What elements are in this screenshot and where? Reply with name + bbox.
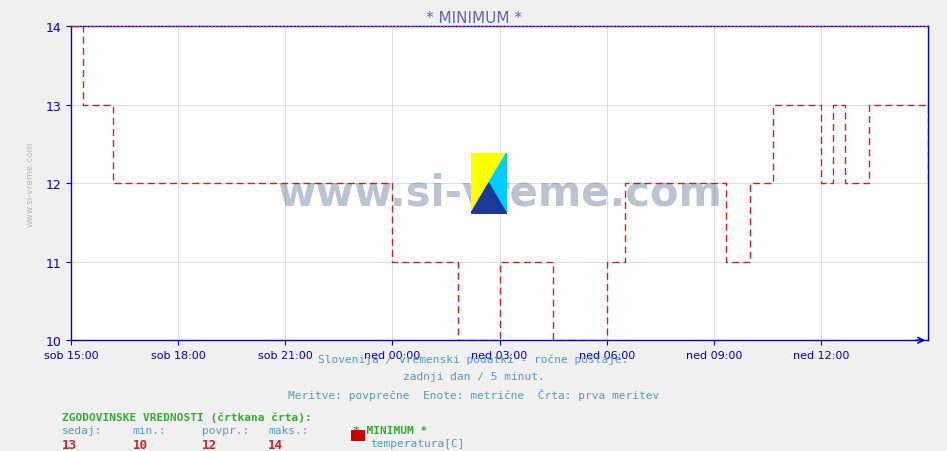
Polygon shape: [471, 153, 507, 214]
Text: * MINIMUM *: * MINIMUM *: [353, 425, 427, 435]
Text: povpr.:: povpr.:: [202, 425, 249, 435]
Text: 10: 10: [133, 438, 148, 451]
Text: maks.:: maks.:: [268, 425, 309, 435]
Text: 13: 13: [62, 438, 77, 451]
Text: min.:: min.:: [133, 425, 167, 435]
Polygon shape: [471, 184, 507, 214]
Text: www.si-vreme.com: www.si-vreme.com: [277, 172, 722, 214]
Text: zadnji dan / 5 minut.: zadnji dan / 5 minut.: [402, 371, 545, 381]
Text: www.si-vreme.com: www.si-vreme.com: [26, 141, 34, 226]
Text: Slovenija / vremenski podatki - ročne postaje.: Slovenija / vremenski podatki - ročne po…: [318, 354, 629, 364]
Text: 12: 12: [202, 438, 217, 451]
Text: sedaj:: sedaj:: [62, 425, 102, 435]
Text: * MINIMUM *: * MINIMUM *: [425, 11, 522, 26]
Text: Meritve: povprečne  Enote: metrične  Črta: prva meritev: Meritve: povprečne Enote: metrične Črta:…: [288, 388, 659, 400]
Polygon shape: [489, 153, 507, 214]
Text: 14: 14: [268, 438, 283, 451]
Text: ZGODOVINSKE VREDNOSTI (črtkana črta):: ZGODOVINSKE VREDNOSTI (črtkana črta):: [62, 411, 312, 422]
Text: temperatura[C]: temperatura[C]: [370, 438, 465, 448]
